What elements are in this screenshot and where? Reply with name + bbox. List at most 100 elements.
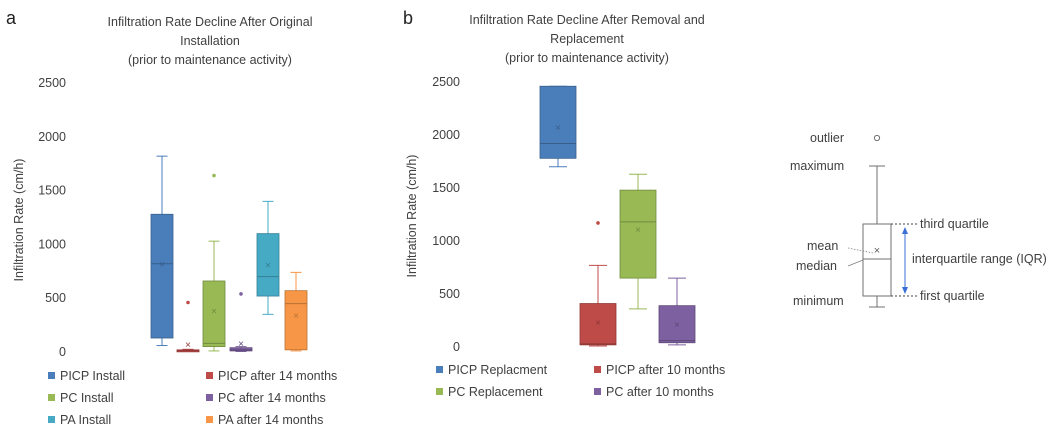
key-third-quartile-label: third quartile <box>920 217 989 231</box>
box-picp-install: × <box>150 155 174 347</box>
key-iqr-arrowhead-down <box>902 287 908 294</box>
iqr-box-picp-replacment <box>539 85 577 159</box>
panel-a-title-line-2: Installation <box>180 34 240 48</box>
legend-label-picp-after-10-months: PICP after 10 months <box>606 363 725 377</box>
box-picp-after-14-months: × <box>176 300 200 353</box>
box-pa-after-14-months: × <box>284 271 308 352</box>
panel-b-title-line-2: Replacement <box>550 32 624 46</box>
box-pc-after-14-months: × <box>229 292 253 352</box>
mean-marker-picp-after-14-months: × <box>185 340 191 351</box>
outlier-pc-install-0 <box>212 173 216 178</box>
panel-b: b Infiltration Rate Decline After Remova… <box>403 8 725 399</box>
legend-swatch-pa-install <box>48 416 55 423</box>
legend-swatch-picp-after-14-months <box>206 372 213 379</box>
key-first-quartile-label: first quartile <box>920 289 985 303</box>
panel-a-boxes: × × × × × × <box>150 155 308 353</box>
mean-marker-pc-install: × <box>211 307 217 318</box>
legend-label-pc-replacement: PC Replacement <box>448 385 543 399</box>
panel-b-y-tick-0: 0 <box>453 340 460 354</box>
panel-a-y-tick-0: 0 <box>59 345 66 359</box>
key-iqr-arrowhead-up <box>902 227 908 234</box>
legend-swatch-pc-after-10-months <box>594 388 601 395</box>
key-mean-label: mean <box>807 239 838 253</box>
iqr-box-pc-install <box>202 280 226 348</box>
legend-swatch-pc-after-14-months <box>206 394 213 401</box>
legend-label-picp-install: PICP Install <box>60 369 125 383</box>
key-median-leader <box>847 259 864 267</box>
iqr-box-picp-install <box>150 213 174 339</box>
panel-a-axes: 0 500 1000 1500 2000 2500 <box>38 76 66 359</box>
panel-b-y-tick-1500: 1500 <box>432 181 460 195</box>
outlier-picp-after-10-months-0 <box>596 221 600 225</box>
mean-marker-picp-replacment: × <box>555 123 561 134</box>
legend-swatch-picp-install <box>48 372 55 379</box>
iqr-box-pa-after-14-months <box>284 290 308 351</box>
panel-b-y-tick-1000: 1000 <box>432 234 460 248</box>
box-pc-replacement: × <box>619 173 657 310</box>
legend-label-pc-install: PC Install <box>60 391 114 405</box>
mean-marker-picp-install: × <box>159 259 165 270</box>
mean-marker-pc-after-10-months: × <box>674 320 680 331</box>
panel-a-y-axis-label: Infiltration Rate (cm/h) <box>12 159 26 282</box>
key-box <box>862 223 892 297</box>
panel-a-y-tick-2000: 2000 <box>38 130 66 144</box>
iqr-box-pc-after-10-months <box>658 305 696 344</box>
mean-marker-pc-replacement: × <box>635 225 641 236</box>
key-mean-leader <box>847 247 874 254</box>
panel-b-y-tick-500: 500 <box>439 287 460 301</box>
iqr-box-pc-replacement <box>619 189 657 279</box>
panel-a-legend: PICP Install PICP after 14 months PC Insta… <box>48 369 337 427</box>
box-picp-replacment: × <box>539 85 577 168</box>
key-outlier-marker <box>873 134 881 142</box>
panel-b-title-line-1: Infiltration Rate Decline After Removal … <box>469 13 705 27</box>
iqr-box-pa-install <box>256 233 280 297</box>
key-outlier-label: outlier <box>810 131 844 145</box>
legend-swatch-pa-after-14-months <box>206 416 213 423</box>
key-mean-marker: × <box>874 245 880 257</box>
legend-swatch-pc-install <box>48 394 55 401</box>
panel-a-y-tick-500: 500 <box>45 291 66 305</box>
box-pc-install: × <box>202 173 226 352</box>
panel-b-y-tick-2000: 2000 <box>432 128 460 142</box>
panel-a-title-line-3: (prior to maintenance activity) <box>128 53 292 67</box>
legend-swatch-pc-replacement <box>436 388 443 395</box>
panel-a-letter: a <box>6 8 17 28</box>
key-maximum-label: maximum <box>790 159 844 173</box>
legend-swatch-picp-replacment <box>436 366 443 373</box>
outlier-pc-after-14-months-0 <box>239 292 243 296</box>
panel-b-letter: b <box>403 8 413 28</box>
panel-a-y-tick-1500: 1500 <box>38 184 66 198</box>
legend-label-pc-after-10-months: PC after 10 months <box>606 385 714 399</box>
mean-marker-pa-after-14-months: × <box>293 311 299 322</box>
legend-swatch-picp-after-10-months <box>594 366 601 373</box>
legend-label-pc-after-14-months: PC after 14 months <box>218 391 326 405</box>
panel-b-title-line-3: (prior to maintenance activity) <box>505 51 669 65</box>
key-iqr-label: interquartile range (IQR) <box>912 252 1047 266</box>
mean-marker-pa-install: × <box>265 260 271 271</box>
boxplot-key: × outlier maximum third quartile mean in… <box>790 131 1047 308</box>
box-picp-after-10-months: × <box>579 221 617 347</box>
iqr-box-picp-after-10-months <box>579 303 617 346</box>
box-pc-after-10-months: × <box>658 277 696 346</box>
panel-b-legend: PICP Replacment PICP after 10 months PC Re… <box>436 363 725 399</box>
box-pa-install: × <box>256 200 280 315</box>
legend-label-pa-after-14-months: PA after 14 months <box>218 413 323 427</box>
panel-a-title-line-1: Infiltration Rate Decline After Original <box>108 15 313 29</box>
legend-label-picp-after-14-months: PICP after 14 months <box>218 369 337 383</box>
mean-marker-picp-after-10-months: × <box>595 318 601 329</box>
panel-b-boxes: × × × × <box>539 85 696 347</box>
key-median-label: median <box>796 259 837 273</box>
iqr-box-pc-after-14-months <box>229 347 253 352</box>
key-minimum-label: minimum <box>793 294 844 308</box>
legend-label-picp-replacment: PICP Replacment <box>448 363 548 377</box>
panel-b-y-axis-label: Infiltration Rate (cm/h) <box>405 155 419 278</box>
panel-a-y-tick-2500: 2500 <box>38 76 66 90</box>
panel-b-axes: 0 500 1000 1500 2000 2500 <box>432 75 460 354</box>
panel-a-y-tick-1000: 1000 <box>38 237 66 251</box>
legend-label-pa-install: PA Install <box>60 413 111 427</box>
panel-b-y-tick-2500: 2500 <box>432 75 460 89</box>
mean-marker-pc-after-14-months: × <box>238 339 244 350</box>
outlier-picp-after-14-months-0 <box>186 300 190 305</box>
panel-a: a Infiltration Rate Decline After Origin… <box>6 8 337 427</box>
